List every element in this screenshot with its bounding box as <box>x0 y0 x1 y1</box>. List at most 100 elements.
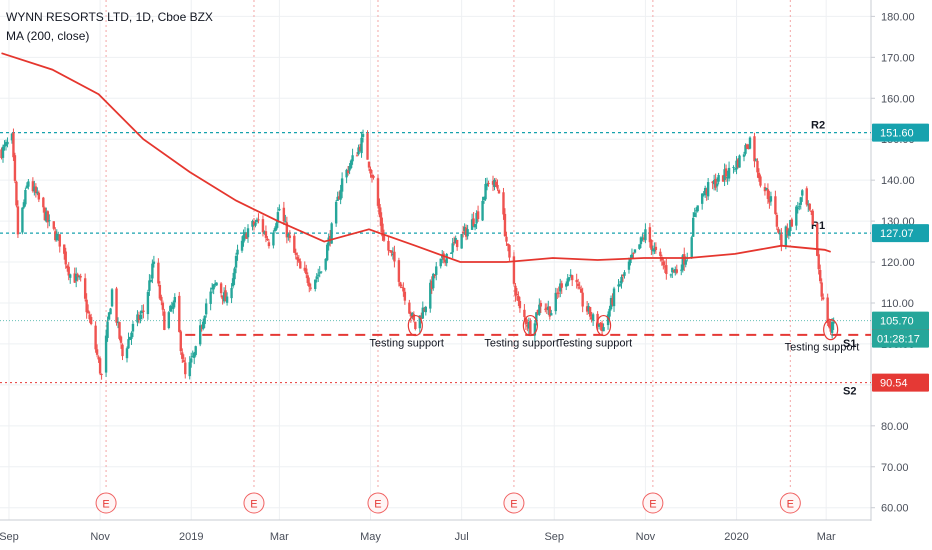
candle-down <box>79 276 82 278</box>
candle-down <box>821 297 825 300</box>
candle-down <box>13 155 17 181</box>
x-tick-label: 2020 <box>724 531 748 543</box>
candle-down <box>508 245 511 258</box>
earnings-label: E <box>787 499 794 511</box>
candle-up <box>116 321 120 324</box>
candle-down <box>288 235 292 238</box>
candle-up <box>639 237 643 245</box>
candle-up <box>609 297 613 310</box>
candle-down <box>46 211 50 223</box>
candle-down <box>774 196 777 214</box>
candle-up <box>225 296 229 303</box>
y-tick-label: 180.00 <box>881 11 915 23</box>
candle-up <box>620 276 623 284</box>
countdown-bg <box>872 329 929 348</box>
support-circle <box>595 314 612 337</box>
candle-up <box>188 362 191 377</box>
candle-down <box>648 227 652 243</box>
earnings-label: E <box>510 499 517 511</box>
candle-down <box>160 296 163 301</box>
candle-down <box>294 252 298 255</box>
candle-up <box>550 313 553 316</box>
candle-up <box>493 179 496 187</box>
candle-down <box>178 295 181 332</box>
x-tick-label: Sep <box>0 531 19 543</box>
y-tick-label: 70.00 <box>881 462 909 474</box>
candle-up <box>569 274 572 277</box>
candle-down <box>711 181 714 184</box>
candle-down <box>775 214 779 227</box>
candle-down <box>299 261 302 269</box>
candle-down <box>557 292 560 294</box>
candle-up <box>617 284 620 287</box>
candle-up <box>69 274 72 278</box>
candle-up <box>535 312 538 323</box>
candle-up <box>690 237 693 258</box>
candle-up <box>106 321 109 338</box>
candle-down <box>829 324 832 332</box>
candle-up <box>630 254 634 258</box>
candle-up <box>641 237 644 240</box>
candle-up <box>482 196 486 201</box>
candle-down <box>714 178 717 188</box>
candle-down <box>400 287 404 289</box>
earnings-label: E <box>250 499 257 511</box>
candle-down <box>515 293 519 296</box>
candle-up <box>236 249 239 255</box>
candle-up <box>230 288 233 299</box>
candle-up <box>754 159 758 161</box>
candle-down <box>257 219 260 221</box>
candle-down <box>786 227 789 235</box>
candle-up <box>324 258 327 270</box>
candle-down <box>282 207 286 222</box>
candle-up <box>170 307 174 309</box>
candle-up <box>125 348 129 359</box>
candle-down <box>756 160 759 173</box>
candle-down <box>219 283 223 294</box>
candle-down <box>826 297 829 324</box>
candle-down <box>409 312 413 317</box>
candle-down <box>659 251 662 256</box>
earnings-label: E <box>102 499 109 511</box>
candle-up <box>152 261 156 264</box>
candle-down <box>571 275 574 281</box>
candle-down <box>662 261 665 266</box>
candle-down <box>654 246 658 250</box>
candle-up <box>149 279 153 282</box>
candle-up <box>789 219 792 231</box>
x-tick-label: Jul <box>455 531 469 543</box>
candle-up <box>246 228 250 238</box>
x-tick-label: 2019 <box>179 531 203 543</box>
candle-down <box>505 236 508 242</box>
candle-up <box>623 272 626 276</box>
candle-up <box>231 278 235 287</box>
candle-down <box>753 136 756 162</box>
candle-down <box>399 282 402 287</box>
candle-up <box>807 204 810 206</box>
candle-down <box>43 207 47 221</box>
candle-up <box>360 137 363 154</box>
candle-down <box>158 285 162 299</box>
candle-down <box>137 314 141 321</box>
candle-up <box>48 220 51 222</box>
candle-down <box>182 360 185 363</box>
candle-up <box>559 283 562 292</box>
candle-up <box>669 274 673 276</box>
candle-up <box>209 291 212 304</box>
candle-down <box>545 307 549 310</box>
candle-down <box>266 238 269 241</box>
candle-down <box>747 148 750 150</box>
candle-down <box>367 161 371 168</box>
candle-up <box>653 248 656 252</box>
candle-up <box>684 260 687 265</box>
candle-down <box>67 266 70 276</box>
candle-up <box>554 292 557 312</box>
candle-up <box>275 223 278 230</box>
candle-down <box>121 344 124 357</box>
candle-up <box>568 277 571 281</box>
time-axis-bg <box>0 521 932 550</box>
candle-down <box>588 307 592 317</box>
candle-down <box>810 210 813 212</box>
candle-down <box>402 287 405 292</box>
